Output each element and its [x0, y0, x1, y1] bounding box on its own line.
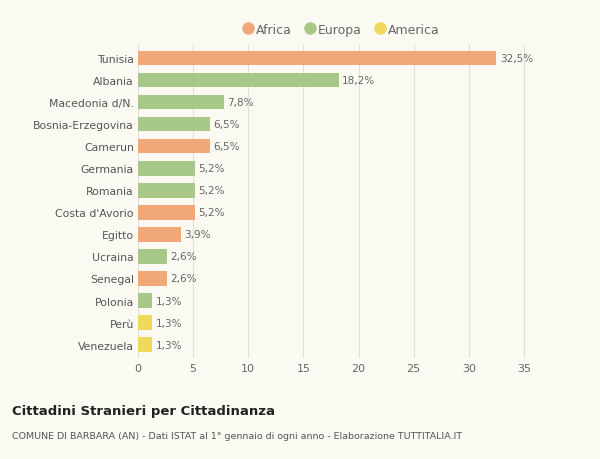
Bar: [138, 294, 152, 308]
Bar: [138, 250, 167, 264]
Bar: [138, 52, 496, 66]
Bar: [138, 118, 209, 132]
Bar: [138, 162, 196, 176]
Text: 7,8%: 7,8%: [227, 98, 254, 108]
Text: 1,3%: 1,3%: [155, 296, 182, 306]
Text: 6,5%: 6,5%: [213, 120, 239, 130]
Bar: [138, 140, 209, 154]
Bar: [138, 338, 152, 352]
Bar: [138, 74, 338, 88]
Bar: [138, 184, 196, 198]
Legend: Africa, Europa, America: Africa, Europa, America: [244, 24, 440, 37]
Bar: [138, 316, 152, 330]
Bar: [138, 228, 181, 242]
Text: 5,2%: 5,2%: [199, 208, 225, 218]
Bar: [138, 96, 224, 110]
Text: 18,2%: 18,2%: [342, 76, 375, 86]
Text: COMUNE DI BARBARA (AN) - Dati ISTAT al 1° gennaio di ogni anno - Elaborazione TU: COMUNE DI BARBARA (AN) - Dati ISTAT al 1…: [12, 431, 462, 441]
Text: 2,6%: 2,6%: [170, 274, 196, 284]
Text: 2,6%: 2,6%: [170, 252, 196, 262]
Text: 3,9%: 3,9%: [184, 230, 211, 240]
Text: Cittadini Stranieri per Cittadinanza: Cittadini Stranieri per Cittadinanza: [12, 404, 275, 417]
Text: 6,5%: 6,5%: [213, 142, 239, 152]
Bar: [138, 206, 196, 220]
Text: 5,2%: 5,2%: [199, 164, 225, 174]
Text: 5,2%: 5,2%: [199, 186, 225, 196]
Text: 1,3%: 1,3%: [155, 318, 182, 328]
Text: 1,3%: 1,3%: [155, 340, 182, 350]
Bar: [138, 272, 167, 286]
Text: 32,5%: 32,5%: [500, 54, 533, 64]
